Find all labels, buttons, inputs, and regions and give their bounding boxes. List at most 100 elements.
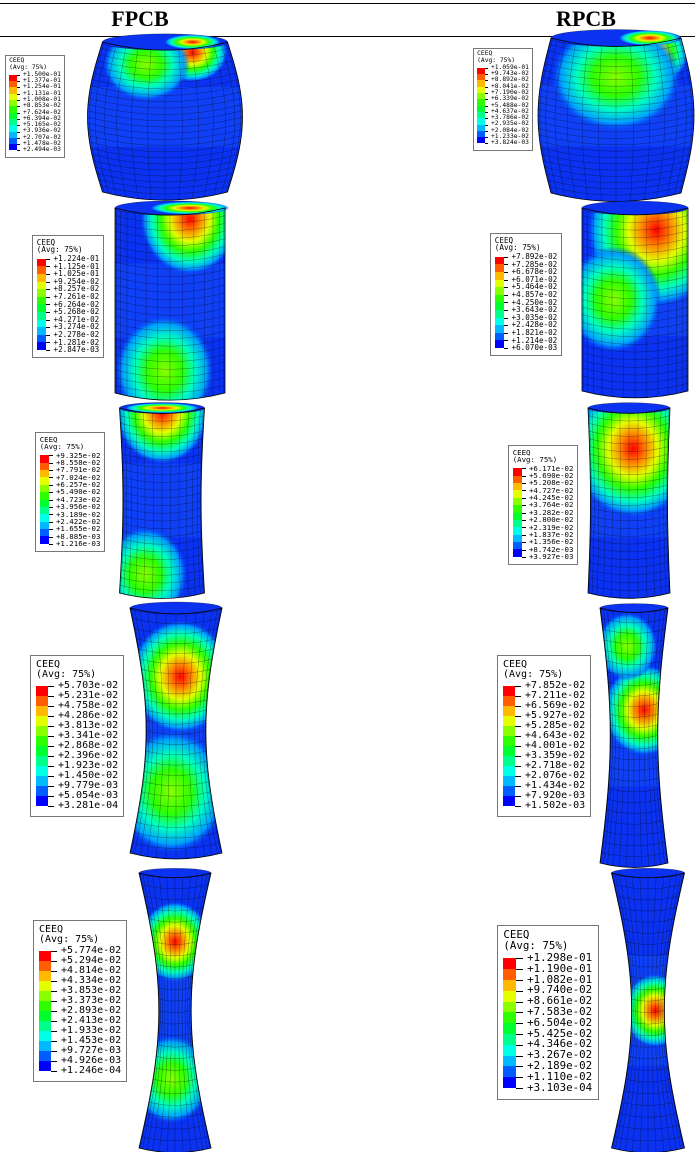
color-swatch	[39, 981, 51, 991]
color-swatch	[37, 304, 46, 312]
contour-legend: CEEQ(Avg: 75%)+7.852e-02+7.211e-02+6.569…	[497, 655, 591, 817]
contour-legend: CEEQ(Avg: 75%)+1.224e-01+1.125e-01+1.025…	[32, 235, 104, 358]
color-swatch	[36, 706, 48, 716]
color-swatch	[40, 507, 49, 514]
color-bar	[503, 958, 516, 1088]
color-swatch	[40, 529, 49, 536]
color-bar	[36, 686, 48, 806]
color-swatch	[39, 971, 51, 981]
color-swatch	[513, 527, 522, 534]
legend-tick	[522, 550, 526, 551]
top-face	[600, 604, 668, 613]
legend-tick	[504, 295, 509, 296]
color-swatch	[36, 696, 48, 706]
legend-tick	[17, 144, 21, 145]
legend-tick	[49, 485, 53, 486]
legend-tick	[516, 1012, 522, 1013]
color-swatch	[40, 492, 49, 499]
color-swatch	[37, 312, 46, 320]
color-swatch	[40, 536, 49, 543]
legend-tick	[485, 118, 489, 119]
legend-scale: +1.059e-01+9.743e-02+8.892e-02+8.041e-02…	[477, 65, 529, 147]
color-swatch	[9, 144, 17, 150]
legend-tick	[516, 1077, 522, 1078]
legend-tick	[49, 529, 53, 530]
legend-tick	[515, 746, 521, 747]
legend-tick	[48, 746, 54, 747]
legend-tick	[516, 1034, 522, 1035]
color-swatch	[513, 505, 522, 512]
legend-tick	[46, 312, 51, 313]
contour-legend: CEEQ(Avg: 75%)+1.298e-01+1.190e-01+1.082…	[497, 925, 599, 1100]
legend-tick	[522, 498, 526, 499]
color-bar	[495, 257, 504, 348]
color-swatch	[503, 786, 515, 796]
legend-scale: +6.171e-02+5.690e-02+5.208e-02+4.727e-02…	[513, 465, 574, 561]
legend-tick	[522, 535, 526, 536]
color-swatch	[513, 535, 522, 542]
color-bar	[40, 455, 49, 544]
color-swatch	[39, 1061, 51, 1071]
color-bar	[37, 259, 46, 350]
color-swatch	[513, 498, 522, 505]
color-swatch	[37, 282, 46, 290]
color-swatch	[503, 1077, 516, 1088]
legend-tick	[522, 520, 526, 521]
color-swatch	[495, 295, 504, 303]
legend-tick	[522, 542, 526, 543]
contour-legend: CEEQ(Avg: 75%)+5.703e-02+5.231e-02+4.758…	[30, 655, 124, 817]
color-bar	[477, 68, 485, 144]
color-swatch	[39, 1021, 51, 1031]
legend-tick	[485, 106, 489, 107]
color-swatch	[40, 522, 49, 529]
legend-tick	[485, 99, 489, 100]
legend-tick	[48, 726, 54, 727]
legend-subtitle: (Avg: 75%)	[39, 935, 121, 945]
color-swatch	[36, 776, 48, 786]
color-swatch	[513, 520, 522, 527]
legend-tick	[51, 951, 57, 952]
legend-tick	[516, 1066, 522, 1067]
color-swatch	[495, 280, 504, 288]
legend-tick	[51, 1041, 57, 1042]
legend-tick	[515, 786, 521, 787]
color-swatch	[503, 686, 515, 696]
legend-tick	[46, 342, 51, 343]
color-swatch	[495, 272, 504, 280]
legend-tick	[46, 327, 51, 328]
legend-tick	[48, 706, 54, 707]
top-face	[612, 868, 685, 877]
legend-tick	[46, 274, 51, 275]
color-swatch	[477, 137, 485, 143]
color-swatch	[37, 266, 46, 274]
strain-spot	[566, 246, 661, 353]
color-swatch	[39, 1011, 51, 1021]
legend-tick	[515, 706, 521, 707]
legend-tick	[516, 1045, 522, 1046]
legend-tick	[51, 1011, 57, 1012]
legend-scale: +5.774e-02+5.294e-02+4.814e-02+4.334e-02…	[39, 946, 121, 1076]
color-swatch	[513, 468, 522, 475]
color-swatch	[39, 961, 51, 971]
color-swatch	[36, 746, 48, 756]
legend-tick	[522, 476, 526, 477]
legend-tick	[49, 492, 53, 493]
legend-tick	[485, 87, 489, 88]
legend-tick	[49, 522, 53, 523]
color-swatch	[495, 257, 504, 265]
color-swatch	[37, 327, 46, 335]
legend-tick	[48, 716, 54, 717]
legend-tick	[46, 259, 51, 260]
color-swatch	[36, 786, 48, 796]
legend-tick	[49, 463, 53, 464]
legend-subtitle: (Avg: 75%)	[503, 941, 592, 952]
legend-tick	[515, 776, 521, 777]
legend-tick	[504, 340, 509, 341]
legend-tick	[17, 81, 21, 82]
legend-tick	[522, 483, 526, 484]
legend-tick	[522, 490, 526, 491]
legend-tick	[504, 302, 509, 303]
legend-tick	[504, 325, 509, 326]
legend-scale: +1.500e-01+1.377e-01+1.254e-01+1.131e-01…	[9, 72, 61, 154]
legend-subtitle: (Avg: 75%)	[40, 443, 101, 450]
